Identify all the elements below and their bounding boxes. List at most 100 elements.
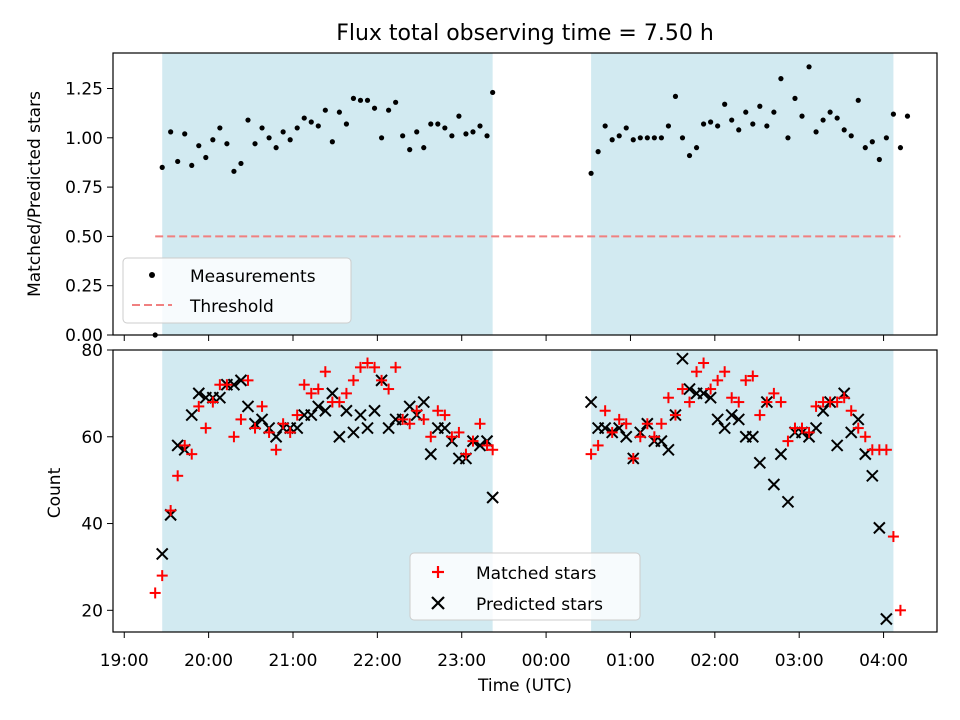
predicted-star-point — [361, 421, 374, 435]
measurement-point — [750, 121, 756, 127]
matched-star-point — [592, 439, 604, 451]
predicted-star-point — [171, 439, 184, 452]
measurement-point — [890, 111, 897, 117]
predicted-star-point — [620, 430, 633, 443]
legend-top-box — [122, 257, 352, 324]
matched-star-point — [810, 400, 822, 412]
predicted-star-point — [417, 395, 430, 409]
matched-star-point — [487, 444, 499, 456]
measurement-point — [595, 149, 601, 155]
matched-star-point — [207, 396, 219, 408]
measurement-point — [609, 137, 615, 143]
predicted-star-point — [704, 391, 717, 404]
measurement-point — [848, 133, 854, 139]
measurement-point — [435, 121, 441, 127]
measurement-point — [463, 131, 469, 137]
matched-star-point — [733, 396, 745, 408]
measurement-point — [343, 121, 350, 127]
matched-star-point — [446, 431, 458, 443]
matched-star-point — [390, 361, 402, 373]
matched-star-point — [165, 505, 177, 517]
matched-star-point — [796, 422, 808, 434]
x-tick-label: 20:00 — [184, 651, 233, 671]
x-tick-label: 19:00 — [100, 651, 149, 671]
predicted-star-point — [732, 413, 745, 426]
matched-star-point — [852, 422, 864, 434]
top-y-axis-label: Matched/Predicted stars — [25, 91, 45, 297]
matched-star-point — [747, 370, 759, 382]
predicted-star-point — [382, 421, 395, 435]
matched-star-point — [754, 409, 766, 421]
measurement-point — [168, 129, 174, 135]
predicted-star-point — [852, 413, 865, 426]
measurement-point — [757, 103, 763, 109]
legend-label-measurements: Measurements — [190, 267, 316, 287]
matched-star-point — [186, 448, 198, 460]
matched-star-point — [740, 374, 752, 386]
top-shaded-window — [591, 53, 894, 335]
matched-star-point — [249, 422, 261, 434]
matched-star-point — [634, 431, 646, 443]
predicted-star-point — [326, 387, 339, 400]
measurement-point — [449, 133, 455, 139]
measurement-point — [771, 109, 777, 115]
matched-star-point — [460, 448, 472, 460]
matched-star-point — [333, 396, 345, 408]
measurement-point — [602, 123, 608, 129]
measurement-point — [778, 76, 784, 82]
predicted-star-point — [227, 378, 241, 391]
measurement-point — [904, 113, 911, 119]
predicted-star-point — [767, 478, 781, 491]
measurement-point — [266, 135, 272, 141]
matched-star-point — [782, 435, 794, 447]
measurement-point — [588, 170, 594, 176]
predicted-star-point — [347, 426, 360, 439]
matched-star-point — [887, 531, 899, 543]
matched-star-point — [270, 444, 282, 456]
bottom-y-tick-label: 20 — [81, 601, 103, 621]
measurement-point — [378, 135, 385, 141]
predicted-star-point — [486, 491, 499, 504]
matched-star-point — [691, 366, 703, 378]
x-tick-label: 01:00 — [606, 651, 655, 671]
predicted-star-point — [241, 400, 255, 413]
measurement-point — [651, 135, 657, 141]
measurement-point — [182, 131, 188, 137]
matched-star-point — [894, 604, 906, 616]
measurement-point — [897, 145, 904, 151]
matched-star-point — [669, 409, 681, 421]
x-tick-label: 21:00 — [268, 651, 317, 671]
predicted-star-point — [354, 408, 367, 422]
predicted-star-point — [305, 408, 318, 422]
legend-bottom: Matched stars Predicted stars — [409, 552, 641, 621]
matched-star-point — [235, 413, 247, 425]
matched-star-point — [761, 396, 773, 408]
matched-star-point — [156, 570, 168, 582]
x-axis-label: Time (UTC) — [477, 676, 572, 696]
matched-star-point — [606, 426, 618, 438]
measurement-point — [245, 117, 251, 123]
matched-star-point — [712, 374, 724, 386]
legend-label-predicted: Predicted stars — [476, 595, 603, 615]
x-tick-label: 04:00 — [859, 651, 908, 671]
top-y-tick-label: 0.25 — [65, 277, 103, 297]
predicted-star-point — [424, 447, 437, 461]
measurement-point — [785, 135, 791, 141]
measurement-point — [189, 162, 195, 169]
measurement-point — [477, 123, 483, 129]
measurement-point — [708, 119, 714, 125]
predicted-star-point — [319, 404, 332, 417]
measurement-point — [792, 95, 798, 101]
measurement-point — [280, 129, 286, 135]
predicted-star-point — [662, 443, 675, 456]
measurement-point — [231, 168, 237, 174]
bottom-y-tick-label: 80 — [81, 341, 103, 361]
matched-star-point — [599, 405, 611, 417]
bottom-y-axis-label: Count — [45, 467, 65, 518]
matched-star-point — [453, 426, 465, 438]
measurement-point — [414, 129, 420, 135]
measurement-point — [637, 135, 643, 141]
measurement-point — [175, 158, 181, 165]
predicted-star-point — [753, 456, 767, 470]
matched-star-point — [263, 426, 275, 438]
